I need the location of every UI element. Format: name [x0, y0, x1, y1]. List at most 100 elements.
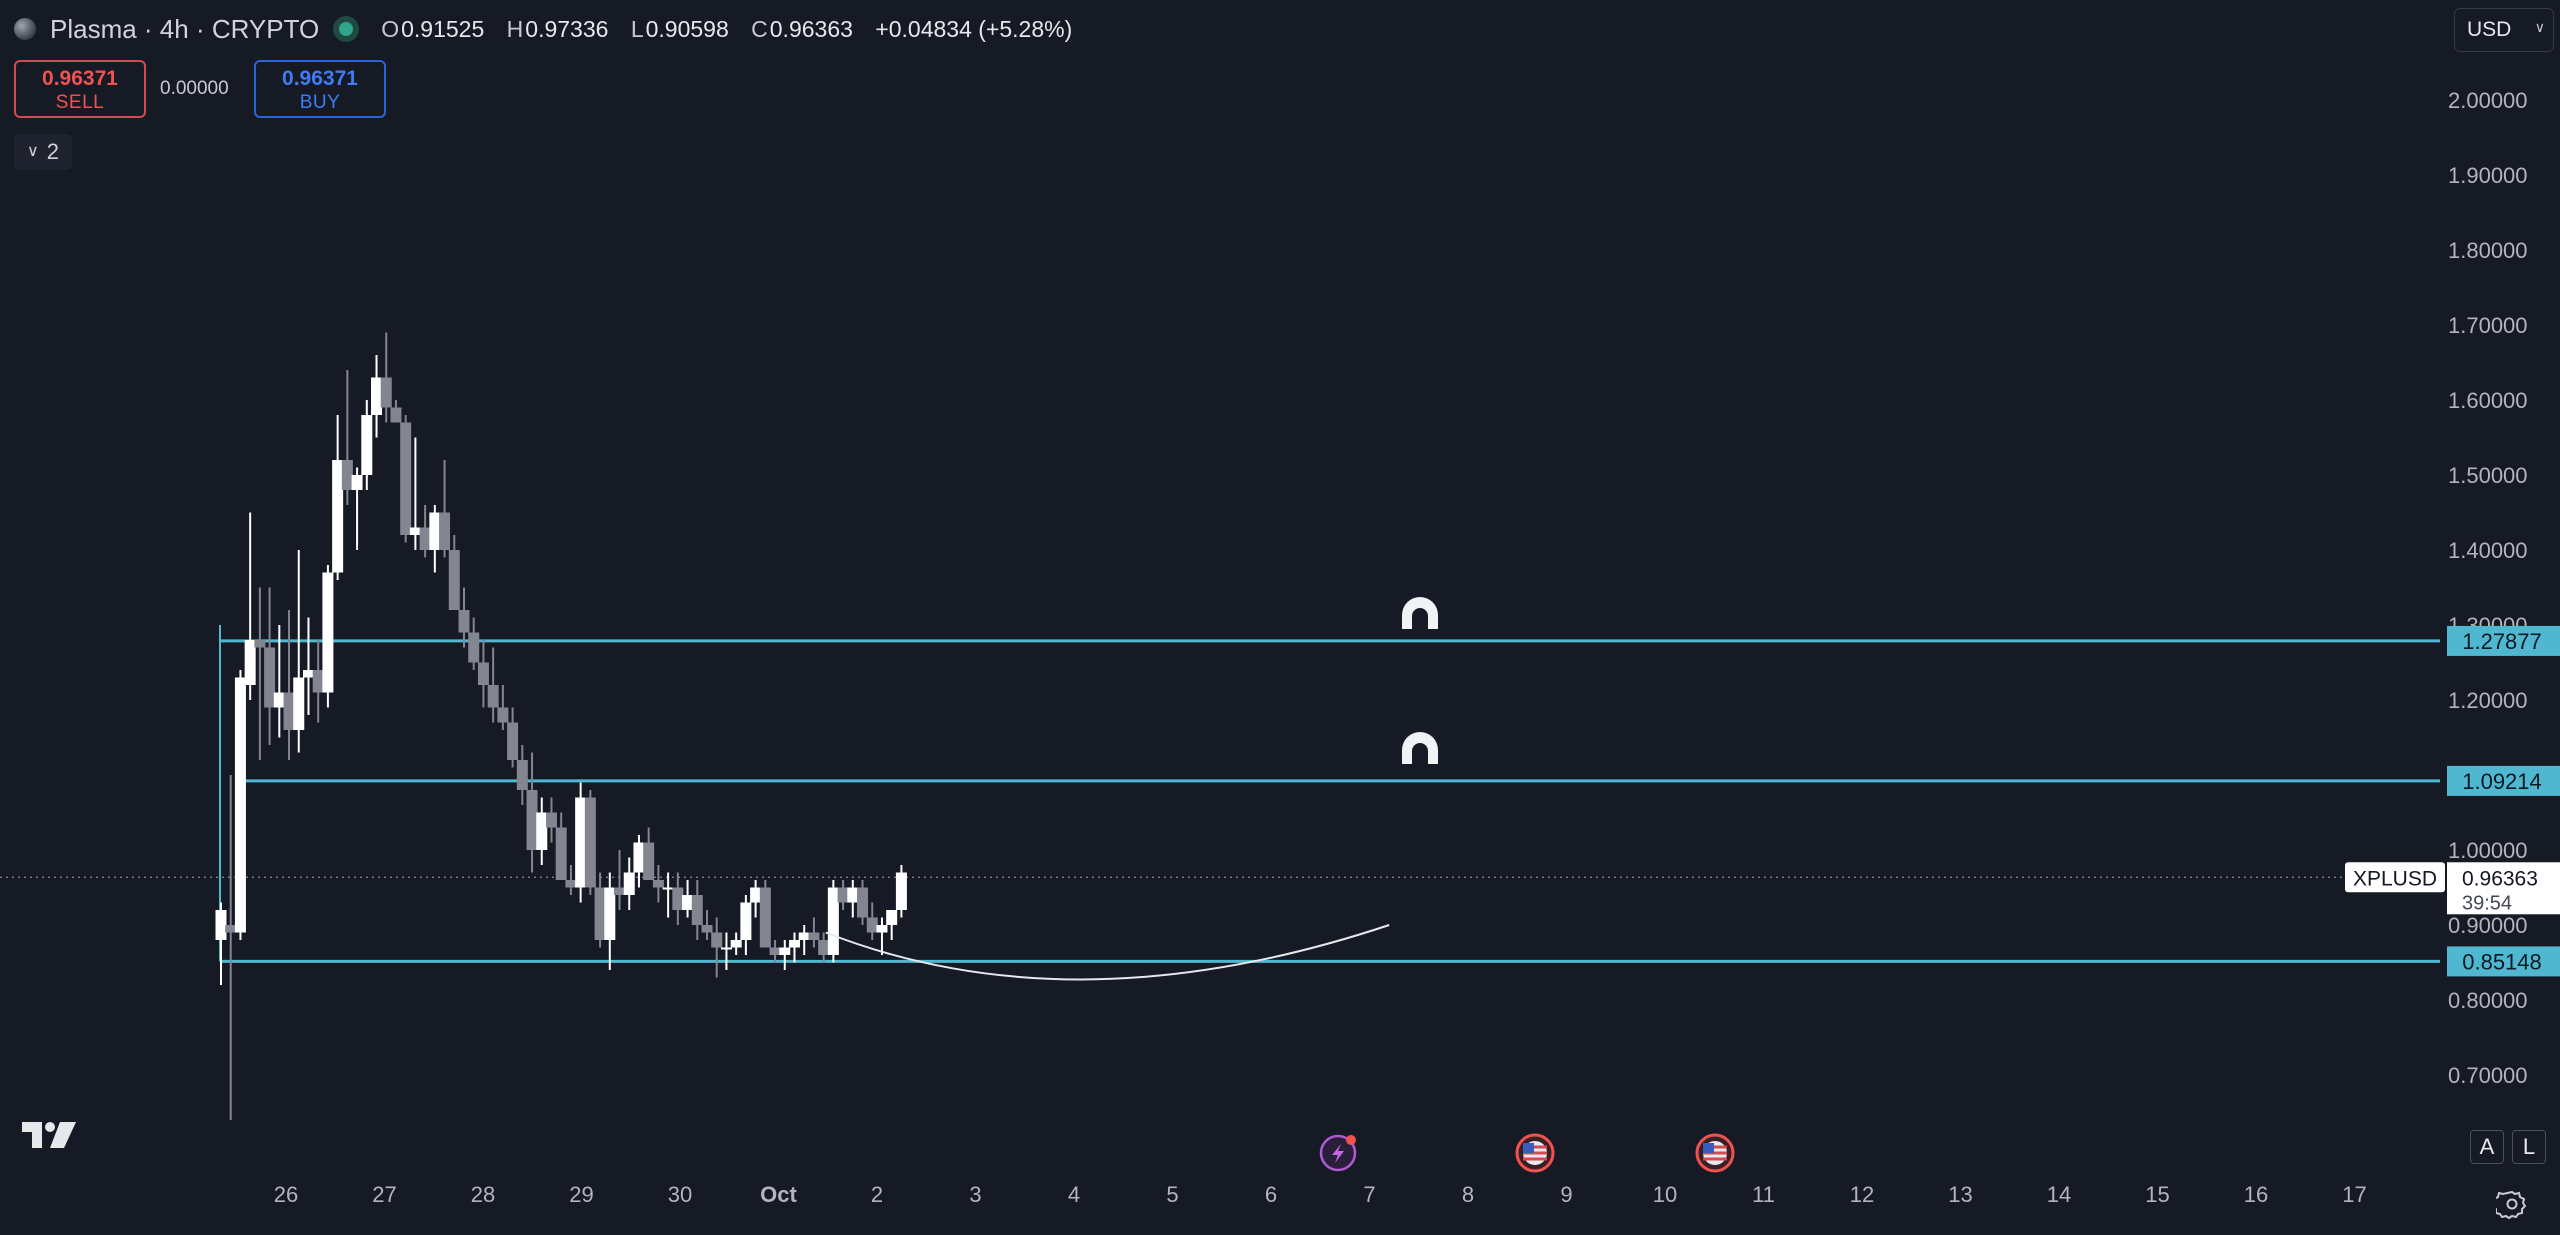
candle-body[interactable] — [604, 887, 616, 941]
gear-icon[interactable] — [2496, 1188, 2528, 1220]
candle-body[interactable] — [623, 872, 635, 896]
candle-body[interactable] — [633, 842, 645, 873]
candle-body[interactable] — [545, 812, 557, 828]
candle-body[interactable] — [672, 887, 684, 911]
candle-body[interactable] — [448, 550, 460, 610]
candle-body[interactable] — [215, 910, 227, 940]
tradingview-logo[interactable] — [20, 1118, 78, 1154]
symbol-header: Plasma · 4h · CRYPTO O0.91525 H0.97336 L… — [14, 12, 1072, 46]
candle-body[interactable] — [380, 377, 392, 408]
candle-body[interactable] — [244, 640, 256, 685]
candle-body[interactable] — [886, 910, 898, 925]
candle-body[interactable] — [827, 887, 839, 956]
buy-button[interactable]: 0.96371 BUY — [254, 60, 386, 118]
symbol-title[interactable]: Plasma · 4h · CRYPTO — [50, 13, 320, 44]
candle-body[interactable] — [701, 925, 713, 933]
horizontal-line-price-tag — [2447, 625, 2560, 656]
candle-body[interactable] — [662, 887, 674, 890]
ohlc-readout: O0.91525 H0.97336 L0.90598 C0.96363 +0.0… — [381, 16, 1072, 43]
candle-body[interactable] — [429, 512, 441, 551]
candle-body[interactable] — [497, 707, 509, 723]
currency-select[interactable]: USD ∨ — [2454, 8, 2554, 52]
candle-body[interactable] — [555, 827, 567, 881]
candle-body[interactable] — [332, 460, 344, 573]
candle-body[interactable] — [720, 947, 732, 950]
rounding-bottom-curve[interactable] — [825, 924, 1390, 981]
candle-body[interactable] — [458, 610, 470, 633]
candle-body[interactable] — [769, 947, 781, 956]
magnet-icon[interactable] — [1402, 597, 1438, 629]
close-key: C — [751, 15, 768, 42]
candle-body[interactable] — [584, 797, 596, 888]
candle-body[interactable] — [225, 925, 237, 933]
candle-body[interactable] — [283, 692, 295, 731]
time-axis-bg — [0, 1178, 2560, 1235]
candle-body[interactable] — [565, 880, 577, 888]
candle-body[interactable] — [643, 842, 655, 881]
candle-body[interactable] — [866, 917, 878, 933]
candle-body[interactable] — [293, 677, 305, 731]
candle-body[interactable] — [711, 932, 723, 948]
candle-body[interactable] — [779, 947, 791, 956]
candle-body[interactable] — [895, 872, 907, 911]
candle-body[interactable] — [682, 895, 694, 910]
candle-body[interactable] — [419, 527, 431, 551]
candle-body[interactable] — [594, 887, 606, 941]
us-flag-icon[interactable] — [1515, 1133, 1555, 1173]
candle-body[interactable] — [808, 932, 820, 941]
candle-body[interactable] — [400, 422, 412, 536]
candle-body[interactable] — [788, 940, 800, 948]
candle-body[interactable] — [652, 880, 664, 888]
flash-event-icon[interactable] — [1319, 1134, 1357, 1172]
candle-body[interactable] — [516, 760, 528, 790]
y-tick-label: 0.90000 — [2448, 913, 2528, 938]
candle-body[interactable] — [847, 887, 859, 903]
candle-body[interactable] — [575, 797, 587, 888]
candle-body[interactable] — [312, 670, 324, 693]
candle-body[interactable] — [526, 790, 538, 850]
x-tick-label: 9 — [1560, 1182, 1572, 1207]
horizontal-line-label: 1.27877 — [2462, 629, 2542, 654]
candle-body[interactable] — [390, 407, 402, 423]
candle-body[interactable] — [798, 932, 810, 941]
candle-body[interactable] — [234, 677, 246, 933]
candle-body[interactable] — [857, 887, 869, 918]
x-tick-label: 13 — [1948, 1182, 1972, 1207]
x-tick-label: 15 — [2145, 1182, 2169, 1207]
candle-body[interactable] — [876, 925, 888, 933]
candle-body[interactable] — [818, 940, 830, 955]
candle-body[interactable] — [477, 662, 489, 686]
auto-scale-button[interactable]: A — [2470, 1130, 2504, 1164]
candle-body[interactable] — [487, 685, 499, 708]
sell-button[interactable]: 0.96371 SELL — [14, 60, 146, 118]
log-scale-button[interactable]: L — [2512, 1130, 2546, 1164]
candle-body[interactable] — [409, 527, 421, 536]
candle-body[interactable] — [264, 647, 276, 708]
candle-body[interactable] — [341, 460, 353, 490]
magnet-icon[interactable] — [1402, 732, 1438, 764]
candle-body[interactable] — [254, 640, 266, 648]
candle-body[interactable] — [351, 475, 363, 490]
x-tick-label: 3 — [969, 1182, 981, 1207]
sell-label: SELL — [55, 92, 105, 113]
candle-body[interactable] — [740, 902, 752, 941]
candle-body[interactable] — [730, 940, 742, 948]
candle-body[interactable] — [273, 692, 285, 708]
candle-body[interactable] — [750, 887, 762, 903]
candle-body[interactable] — [536, 812, 548, 851]
candle-body[interactable] — [837, 887, 849, 903]
us-flag-icon[interactable] — [1695, 1133, 1735, 1173]
candle-body[interactable] — [439, 512, 451, 551]
candle-body[interactable] — [322, 572, 334, 693]
candle-body[interactable] — [691, 895, 703, 925]
candle-body[interactable] — [614, 887, 626, 896]
y-tick-label: 0.70000 — [2448, 1063, 2528, 1088]
candle-body[interactable] — [507, 722, 519, 761]
candle-body[interactable] — [468, 632, 480, 663]
indicators-toggle-button[interactable]: ∨ 2 — [14, 134, 72, 170]
candle-body[interactable] — [361, 415, 373, 475]
candle-body[interactable] — [371, 377, 383, 416]
candle-body[interactable] — [302, 670, 314, 678]
candle-body[interactable] — [759, 887, 771, 948]
